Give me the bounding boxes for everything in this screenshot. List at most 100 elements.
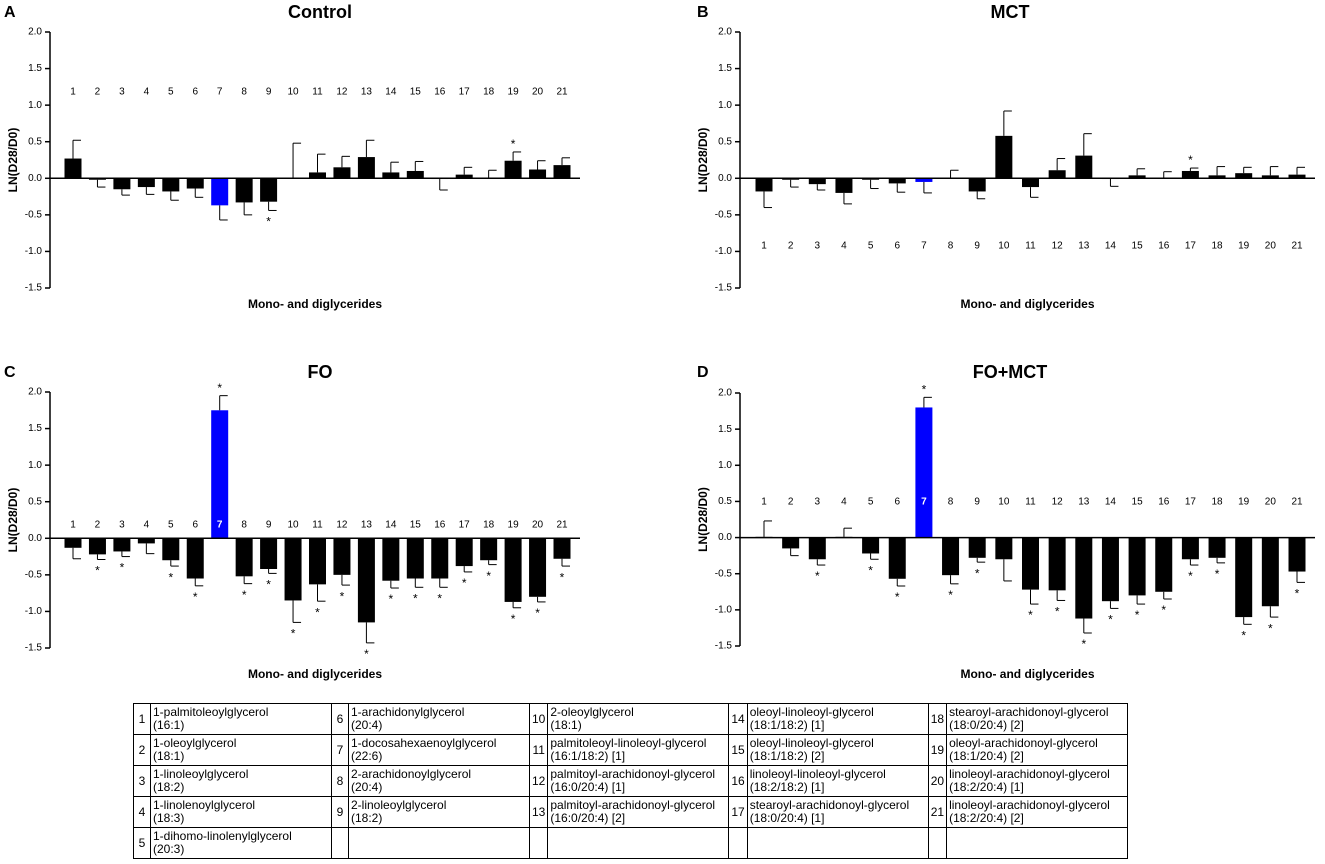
x-tick-label: 16 — [434, 87, 446, 98]
y-tick-label: 2.0 — [28, 27, 42, 38]
chart-title: FO — [308, 362, 333, 382]
bar — [1235, 173, 1253, 179]
entry-text: stearoyl-arachidonoyl-glycerol (18:0/20:4… — [946, 703, 1129, 735]
y-tick-label: -1.5 — [25, 643, 43, 654]
entry-name: palmitoyl-arachidonoyl-glycerol — [550, 798, 716, 812]
x-tick-label: 4 — [841, 241, 847, 252]
bar — [431, 538, 449, 579]
entry-formula: (18:2/20:4) [2] — [949, 811, 1024, 825]
y-tick-label: 1.0 — [718, 460, 732, 471]
panel-label: C — [4, 364, 16, 381]
x-tick-label: 14 — [1105, 497, 1117, 508]
x-tick-label: 15 — [410, 520, 422, 531]
y-tick-label: 0.5 — [28, 136, 42, 147]
entry-number-text: 20 — [930, 773, 945, 788]
entry-text — [348, 827, 530, 859]
panel-label: A — [4, 4, 16, 21]
entry-name: linoleoyl-linoleoyl-glycerol — [749, 767, 886, 781]
entry-number-text: 10 — [532, 711, 546, 726]
x-tick-label: 4 — [144, 520, 150, 531]
significance-star: * — [1028, 608, 1033, 622]
bar — [808, 537, 826, 560]
bar — [1155, 537, 1173, 592]
entry-text: 1-arachidonylglycerol (20:4) — [348, 703, 530, 735]
significance-star: * — [975, 566, 980, 580]
y-tick-label: 1.5 — [28, 63, 42, 74]
entry-name: 1-docosahexaenoylglycerol — [351, 736, 497, 750]
significance-star: * — [413, 591, 418, 605]
x-tick-label: 17 — [1185, 497, 1197, 508]
x-tick-label: 17 — [1185, 241, 1197, 252]
x-tick-label: 11 — [312, 87, 323, 98]
bar — [455, 174, 473, 179]
bar — [480, 538, 498, 561]
bar — [455, 538, 473, 567]
entry-name: stearoyl-arachidonoyl-glycerol — [949, 705, 1109, 719]
entry-number-text: 7 — [336, 742, 344, 757]
entry-formula: (16:1) — [153, 718, 185, 732]
bar — [888, 178, 906, 184]
entry-formula: (18:1/20:4) [2] — [949, 749, 1024, 763]
entry-number-text: 13 — [532, 804, 546, 819]
chart-title: FO+MCT — [973, 362, 1048, 382]
entry-name: linoleoyl-arachidonoyl-glycerol — [949, 767, 1110, 781]
entry-formula: (18:2) — [351, 811, 383, 825]
bar — [553, 165, 571, 179]
y-tick-label: 0.5 — [28, 496, 42, 507]
entry-text: 2-arachidonoylglycerol (20:4) — [348, 765, 530, 797]
bar — [137, 538, 155, 544]
x-tick-label: 21 — [1291, 241, 1303, 252]
legend-table: 1 1-palmitoleoylglycerol (16:1) 6 1-arachido… — [133, 703, 1129, 859]
entry-number: 4 — [133, 796, 151, 828]
bar — [1075, 155, 1093, 179]
x-tick-label: 2 — [788, 497, 794, 508]
y-tick-label: 1.0 — [718, 100, 732, 111]
bar — [1181, 537, 1199, 560]
bar — [529, 169, 547, 179]
significance-star: * — [486, 569, 491, 583]
bar — [382, 172, 400, 179]
x-tick-label: 11 — [1025, 241, 1036, 252]
x-tick-label: 14 — [1105, 241, 1117, 252]
table-row: 1 1-palmitoleoylglycerol (16:1) 6 1-arachido… — [133, 703, 1129, 735]
x-tick-label: 17 — [459, 520, 471, 531]
entry-name: stearoyl-arachidonoyl-glycerol — [749, 798, 910, 812]
significance-star: * — [1161, 603, 1166, 617]
table-row: 5 1-dihomo-linolenylglycerol (20:3) — [133, 827, 1129, 859]
entry-name: 1-linoleoylglycerol — [153, 767, 249, 781]
bar — [186, 178, 204, 189]
entry-number-text: 4 — [138, 804, 146, 819]
significance-star: * — [120, 561, 125, 575]
y-axis-label: LN(D28/D0) — [696, 487, 710, 552]
table-row: 4 1-linolenoylglycerol (18:3) 9 2-linoleoylg… — [133, 796, 1129, 828]
bar — [284, 538, 302, 601]
significance-star: * — [1241, 628, 1246, 642]
bar — [309, 172, 326, 179]
table-row: 3 1-linoleoylglycerol (18:2) 8 2-arachidonoy… — [133, 765, 1129, 797]
bar — [113, 178, 131, 190]
entry-number-text: 6 — [336, 711, 344, 726]
significance-star: * — [1268, 621, 1273, 635]
x-tick-label: 5 — [868, 241, 874, 252]
entry-name: 1-arachidonylglycerol — [351, 705, 465, 719]
entry-formula: (18:1/18:2) [1] — [749, 718, 825, 732]
entry-number: 1 — [133, 703, 151, 735]
x-tick-label: 3 — [119, 520, 125, 531]
x-tick-label: 4 — [144, 87, 150, 98]
entry-number-text: 11 — [532, 742, 545, 757]
y-tick-label: -0.5 — [715, 209, 733, 220]
y-tick-label: 0.0 — [28, 533, 42, 544]
x-tick-label: 6 — [894, 497, 900, 508]
entry-number-text: 15 — [731, 742, 745, 757]
bar — [64, 538, 82, 548]
entry-number — [331, 827, 349, 859]
entry-name: 1-palmitoleoylglycerol — [153, 705, 269, 719]
bar — [406, 170, 424, 179]
x-tick-label: 18 — [483, 87, 495, 98]
entry-number: 9 — [331, 796, 349, 828]
x-tick-label: 3 — [815, 497, 821, 508]
significance-star: * — [1188, 569, 1193, 583]
bar — [942, 537, 960, 576]
x-tick-label: 12 — [1052, 241, 1064, 252]
